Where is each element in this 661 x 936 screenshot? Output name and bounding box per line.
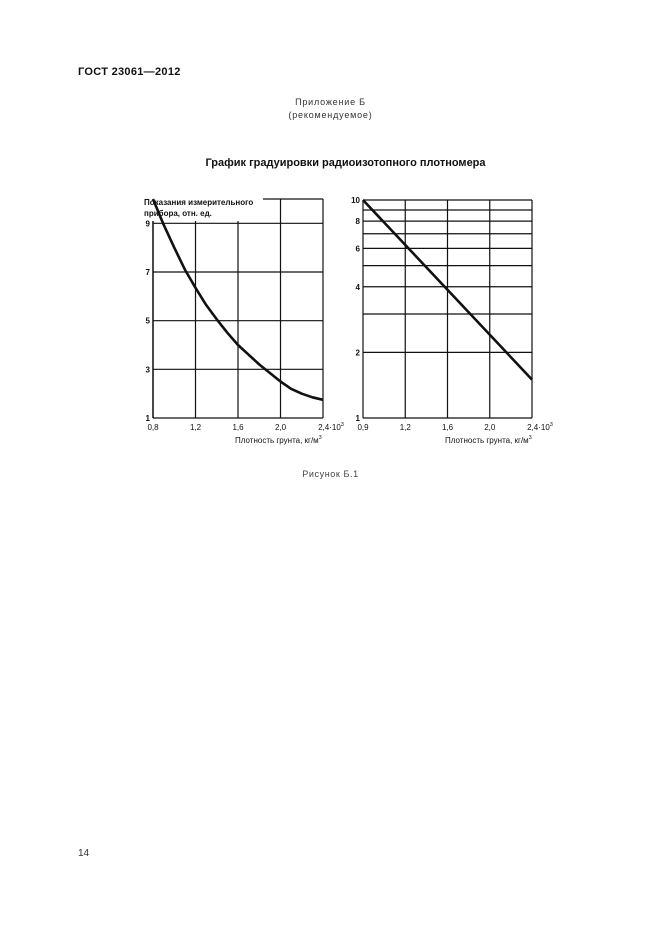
linear-calibration-chart: Показания измерительного прибора, отн. ед…	[144, 193, 344, 445]
right-x-tick-label: 2,4·103	[527, 422, 553, 432]
right-xlabel-text: Плотность грунта, кг/м	[445, 436, 529, 445]
right-y-tick-label: 2	[356, 348, 361, 357]
left-x-tick-label-text: 2,0	[275, 423, 287, 432]
left-y-tick-label: 3	[146, 365, 151, 374]
figure-title: График градуировки радиоизотопного плотн…	[205, 157, 486, 169]
right-x-tick-label: 0,9	[357, 423, 369, 432]
left-ylabel-line1: Показания измерительного	[144, 198, 253, 207]
left-x-tick-label: 1,2	[190, 423, 202, 432]
left-x-tick-label-text: 1,6	[232, 423, 244, 432]
figure-caption: Рисунок Б.1	[302, 469, 359, 479]
left-x-tick-label-superscript: 3	[341, 422, 344, 428]
right-x-tick-label-text: 2,0	[484, 423, 496, 432]
right-x-tick-label-text: 2,4·10	[527, 423, 550, 432]
right-calibration-line	[362, 199, 533, 381]
right-xlabel-superscript: 3	[529, 435, 532, 441]
left-y-tick-label: 9	[146, 219, 151, 228]
left-xlabel: Плотность грунта, кг/м3	[235, 435, 322, 445]
left-x-tick-label: 2,0	[275, 423, 287, 432]
right-x-tick-label-text: 1,2	[400, 423, 412, 432]
appendix-title: Приложение Б	[295, 97, 366, 107]
left-y-tick-label: 1	[146, 414, 151, 423]
left-x-tick-label-text: 1,2	[190, 423, 202, 432]
right-xlabel: Плотность грунта, кг/м3	[445, 435, 532, 445]
page-number: 14	[78, 848, 90, 859]
right-x-tick-label-superscript: 3	[550, 422, 553, 428]
right-y-tick-label: 1	[356, 414, 361, 423]
left-x-tick-label: 2,4·103	[318, 422, 344, 432]
left-ylabel-backdrop	[145, 193, 263, 221]
right-x-tick-label: 1,2	[400, 423, 412, 432]
left-x-tick-label: 0,8	[147, 423, 159, 432]
right-y-tick-label: 8	[356, 217, 361, 226]
left-xlabel-superscript: 3	[319, 435, 322, 441]
left-xlabel-text: Плотность грунта, кг/м	[235, 436, 319, 445]
right-x-tick-label: 2,0	[484, 423, 496, 432]
right-x-tick-label-text: 0,9	[357, 423, 369, 432]
left-x-tick-label-text: 0,8	[147, 423, 159, 432]
right-y-tick-label: 10	[351, 196, 360, 205]
left-x-tick-label: 1,6	[232, 423, 244, 432]
left-ylabel-line2: прибора, отн. ед.	[144, 209, 212, 218]
right-y-tick-label: 6	[356, 244, 361, 253]
document-standard-header: ГОСТ 23061—2012	[78, 66, 181, 78]
left-y-tick-label: 7	[146, 268, 151, 277]
appendix-type: (рекомендуемое)	[288, 110, 373, 120]
left-x-tick-label-text: 2,4·10	[318, 423, 341, 432]
left-calibration-curve	[151, 198, 324, 402]
right-x-tick-label-text: 1,6	[442, 423, 454, 432]
right-y-tick-label: 4	[356, 283, 361, 292]
right-x-tick-label: 1,6	[442, 423, 454, 432]
left-y-tick-label: 5	[146, 317, 151, 326]
